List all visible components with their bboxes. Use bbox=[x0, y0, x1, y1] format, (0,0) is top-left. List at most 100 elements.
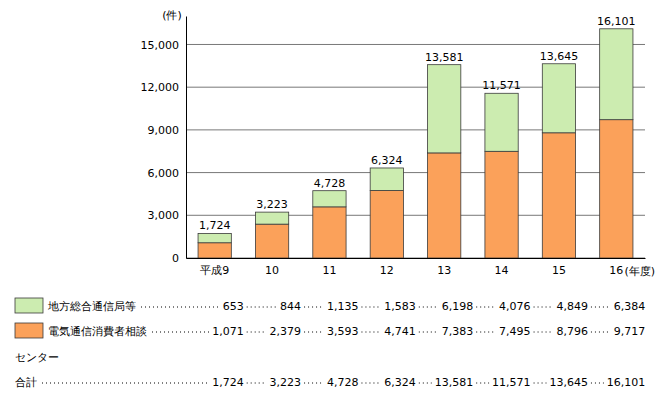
bar bbox=[542, 64, 575, 133]
x-tick-label: 平成9 bbox=[200, 264, 229, 277]
leader bbox=[476, 332, 496, 333]
bar bbox=[485, 93, 518, 151]
total-label: 1,724 bbox=[199, 219, 231, 232]
y-axis: 0 3,000 6,000 9,000 12,000 15,000 bbox=[141, 17, 187, 266]
legend-swatch bbox=[15, 298, 43, 313]
bar bbox=[198, 243, 231, 258]
table-value: 9,717 bbox=[614, 325, 646, 338]
bar bbox=[428, 153, 461, 258]
leader bbox=[591, 332, 611, 333]
data-table: 地方総合通信局等6538441,1351,5836,1984,0764,8496… bbox=[15, 298, 645, 389]
table-value: 4,741 bbox=[384, 325, 416, 338]
legend-label-line: 電気通信消費者相談 bbox=[48, 325, 147, 338]
x-axis-line bbox=[187, 258, 646, 259]
x-tick: 11 bbox=[322, 258, 336, 277]
y-tick-label: 9,000 bbox=[148, 124, 180, 137]
x-tick-label: 10 bbox=[265, 264, 279, 277]
x-tick: 15 bbox=[552, 258, 566, 277]
bar bbox=[485, 151, 518, 258]
bar bbox=[600, 29, 633, 120]
table-value: 7,383 bbox=[442, 325, 474, 338]
legend-label: 地方総合通信局等 bbox=[47, 300, 136, 313]
table-value: 1,071 bbox=[212, 325, 244, 338]
table-value: 8,796 bbox=[556, 325, 588, 338]
bar bbox=[255, 212, 288, 224]
table-value: 1,135 bbox=[327, 300, 359, 313]
y-tick-label: 15,000 bbox=[141, 38, 180, 51]
series-bars bbox=[198, 120, 633, 258]
total-labels: 1,7243,2234,7286,32413,58111,57113,64516… bbox=[199, 15, 636, 233]
leader bbox=[476, 383, 489, 384]
table-value: 3,593 bbox=[327, 325, 359, 338]
table-value: 1,583 bbox=[384, 300, 416, 313]
table-value: 13,581 bbox=[435, 376, 474, 389]
y-tick: 12,000 bbox=[141, 81, 187, 94]
leader bbox=[247, 383, 267, 384]
total-label: 3,223 bbox=[256, 198, 288, 211]
legend-label-line: 地方総合通信局等 bbox=[47, 300, 136, 313]
y-tick-label: 0 bbox=[172, 252, 179, 265]
y-tick: 3,000 bbox=[148, 209, 187, 222]
leader bbox=[361, 332, 381, 333]
table-value: 844 bbox=[280, 300, 301, 313]
bar bbox=[600, 120, 633, 258]
x-tick-label: 14 bbox=[495, 264, 509, 277]
legend-label: 電気通信消費者相談センター bbox=[15, 325, 147, 364]
bar bbox=[370, 168, 403, 191]
y-axis-title: (件) bbox=[162, 9, 182, 22]
leader bbox=[247, 332, 267, 333]
leader bbox=[42, 383, 209, 384]
total-label: 16,101 bbox=[597, 15, 636, 28]
total-label: 11,571 bbox=[482, 79, 521, 92]
bar bbox=[313, 207, 346, 258]
bar bbox=[198, 233, 231, 242]
leader bbox=[304, 307, 324, 308]
x-axis-title: (年度) bbox=[624, 265, 655, 278]
leader bbox=[304, 383, 324, 384]
leader bbox=[476, 307, 496, 308]
leader bbox=[419, 332, 439, 333]
total-label: 13,581 bbox=[425, 51, 464, 64]
total-row-label: 合計 bbox=[15, 376, 37, 389]
leader bbox=[534, 383, 547, 384]
y-tick-label: 3,000 bbox=[148, 209, 180, 222]
x-tick: 平成9 bbox=[200, 258, 229, 277]
table-value: 6,384 bbox=[614, 300, 646, 313]
leader bbox=[361, 383, 381, 384]
bar bbox=[255, 224, 288, 258]
x-tick-label: 15 bbox=[552, 264, 566, 277]
leader bbox=[152, 332, 209, 333]
table-value: 1,724 bbox=[212, 376, 244, 389]
series-bars bbox=[198, 29, 633, 243]
leader bbox=[591, 307, 611, 308]
leader bbox=[361, 307, 381, 308]
grid-line bbox=[186, 172, 645, 173]
table-value: 2,379 bbox=[270, 325, 302, 338]
bar bbox=[542, 133, 575, 258]
table-value: 16,101 bbox=[607, 376, 646, 389]
chart-container: 03,0006,0009,00012,00015,000平成9101112131… bbox=[0, 0, 658, 399]
y-tick-label: 12,000 bbox=[141, 81, 180, 94]
x-tick: 10 bbox=[265, 258, 279, 277]
y-tick: 6,000 bbox=[148, 167, 187, 180]
table-value: 11,571 bbox=[492, 376, 531, 389]
grid-line bbox=[186, 215, 645, 216]
table-value: 7,495 bbox=[499, 325, 531, 338]
leader bbox=[304, 332, 324, 333]
leader bbox=[419, 307, 439, 308]
bar bbox=[313, 191, 346, 207]
grid bbox=[186, 44, 645, 258]
leader bbox=[534, 307, 554, 308]
total-label: 4,728 bbox=[314, 177, 346, 190]
grid-line bbox=[186, 44, 645, 45]
leader bbox=[141, 307, 220, 308]
x-axis: 平成910111213141516 bbox=[187, 258, 646, 277]
table-value: 4,849 bbox=[556, 300, 588, 313]
table-value: 4,728 bbox=[327, 376, 359, 389]
y-tick-label: 6,000 bbox=[148, 167, 180, 180]
y-tick: 15,000 bbox=[141, 38, 187, 51]
total-label: 6,324 bbox=[371, 154, 403, 167]
bar bbox=[428, 65, 461, 153]
table-value: 4,076 bbox=[499, 300, 531, 313]
table-value: 6,324 bbox=[384, 376, 416, 389]
